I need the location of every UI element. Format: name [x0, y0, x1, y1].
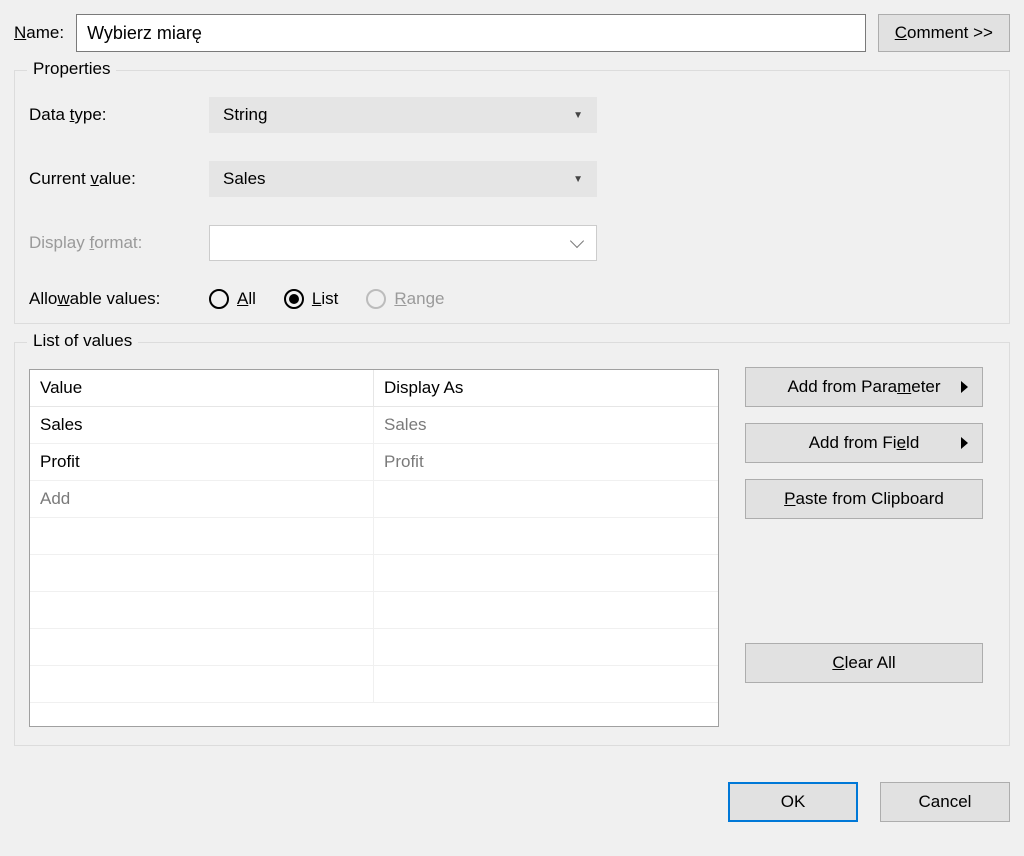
table-row: [30, 592, 718, 629]
properties-legend: Properties: [27, 59, 116, 79]
table-row: [30, 518, 718, 555]
table-row: [30, 629, 718, 666]
radio-icon: [284, 289, 304, 309]
chevron-down-icon: ▼: [573, 110, 583, 121]
chevron-down-icon: [570, 234, 584, 248]
values-table[interactable]: Value Display As Sales Sales Profit Prof…: [29, 369, 719, 727]
list-of-values-group: List of values Value Display As Sales Sa…: [14, 342, 1010, 746]
table-row: [30, 666, 718, 703]
radio-all[interactable]: All: [209, 289, 256, 309]
radio-icon: [209, 289, 229, 309]
name-input[interactable]: [76, 14, 866, 52]
current-value-select[interactable]: Sales ▼: [209, 161, 597, 197]
table-row[interactable]: Sales Sales: [30, 407, 718, 444]
clear-all-button[interactable]: Clear All: [745, 643, 983, 683]
col-display-as: Display As: [374, 370, 718, 406]
comment-button[interactable]: Comment >>: [878, 14, 1010, 52]
properties-group: Properties Data type: String ▼ Current v…: [14, 70, 1010, 324]
list-legend: List of values: [27, 331, 138, 351]
table-header: Value Display As: [30, 370, 718, 407]
triangle-right-icon: [961, 437, 968, 449]
radio-list[interactable]: List: [284, 289, 338, 309]
add-from-field-button[interactable]: Add from Field: [745, 423, 983, 463]
triangle-right-icon: [961, 381, 968, 393]
data-type-label: Data type:: [29, 105, 209, 125]
chevron-down-icon: ▼: [573, 174, 583, 185]
ok-button[interactable]: OK: [728, 782, 858, 822]
current-value-label: Current value:: [29, 169, 209, 189]
display-format-label: Display format:: [29, 233, 209, 253]
cancel-button[interactable]: Cancel: [880, 782, 1010, 822]
table-row: [30, 555, 718, 592]
table-row-add[interactable]: Add: [30, 481, 718, 518]
paste-from-clipboard-button[interactable]: Paste from Clipboard: [745, 479, 983, 519]
col-value: Value: [30, 370, 374, 406]
radio-range: Range: [366, 289, 444, 309]
name-label: Name:: [14, 23, 64, 43]
add-from-parameter-button[interactable]: Add from Parameter: [745, 367, 983, 407]
display-format-select[interactable]: [209, 225, 597, 261]
allowable-values-label: Allowable values:: [29, 289, 209, 309]
radio-icon: [366, 289, 386, 309]
table-row[interactable]: Profit Profit: [30, 444, 718, 481]
data-type-select[interactable]: String ▼: [209, 97, 597, 133]
